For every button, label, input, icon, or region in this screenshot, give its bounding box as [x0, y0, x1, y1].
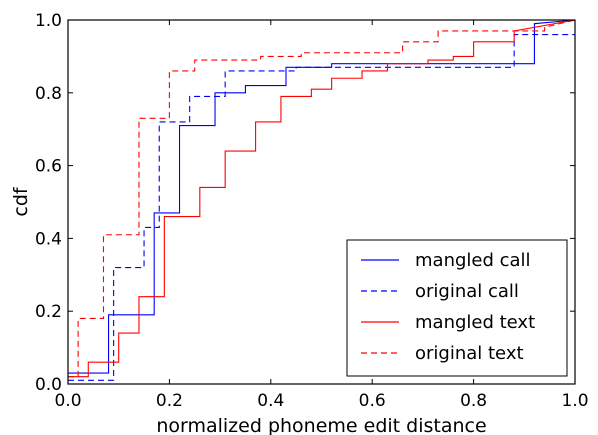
legend-label-original-call: original call	[415, 281, 519, 302]
legend-label-mangled-call: mangled call	[415, 250, 531, 271]
y-tick-label: 0.4	[35, 229, 62, 249]
legend-label-original-text: original text	[415, 343, 524, 364]
axis-ticks	[67, 19, 576, 385]
legend-label-mangled-text: mangled text	[415, 312, 535, 333]
y-axis-label: cdf	[10, 186, 32, 217]
series-line-original-text	[68, 19, 576, 378]
x-axis-label: normalized phoneme edit distance	[156, 415, 486, 435]
series-line-original-call	[68, 34, 575, 381]
plot-lines	[68, 19, 576, 381]
y-tick-label: 1.0	[35, 11, 62, 31]
legend: mangled call original call mangled text ori…	[346, 239, 568, 377]
x-tick-label: 0.6	[359, 391, 386, 411]
y-tick-label: 0.8	[35, 84, 62, 104]
y-tick-label: 0.0	[35, 375, 62, 395]
y-tick-label: 0.6	[35, 157, 62, 177]
x-tick-label: 0.2	[156, 391, 183, 411]
series-line-mangled-call	[68, 19, 576, 374]
axis-tick-labels: 0.0 0.2 0.4 0.6 0.8 1.0 0.0 0.2 0.4 0.6 0.8 1.0	[35, 11, 589, 411]
x-tick-label: 1.0	[561, 391, 588, 411]
plot-frame	[67, 19, 576, 385]
x-tick-label: 0.0	[54, 391, 81, 411]
x-tick-label: 0.8	[460, 391, 487, 411]
x-tick-label: 0.4	[257, 391, 284, 411]
series-line-mangled-text	[68, 19, 576, 378]
y-tick-label: 0.2	[35, 302, 62, 322]
